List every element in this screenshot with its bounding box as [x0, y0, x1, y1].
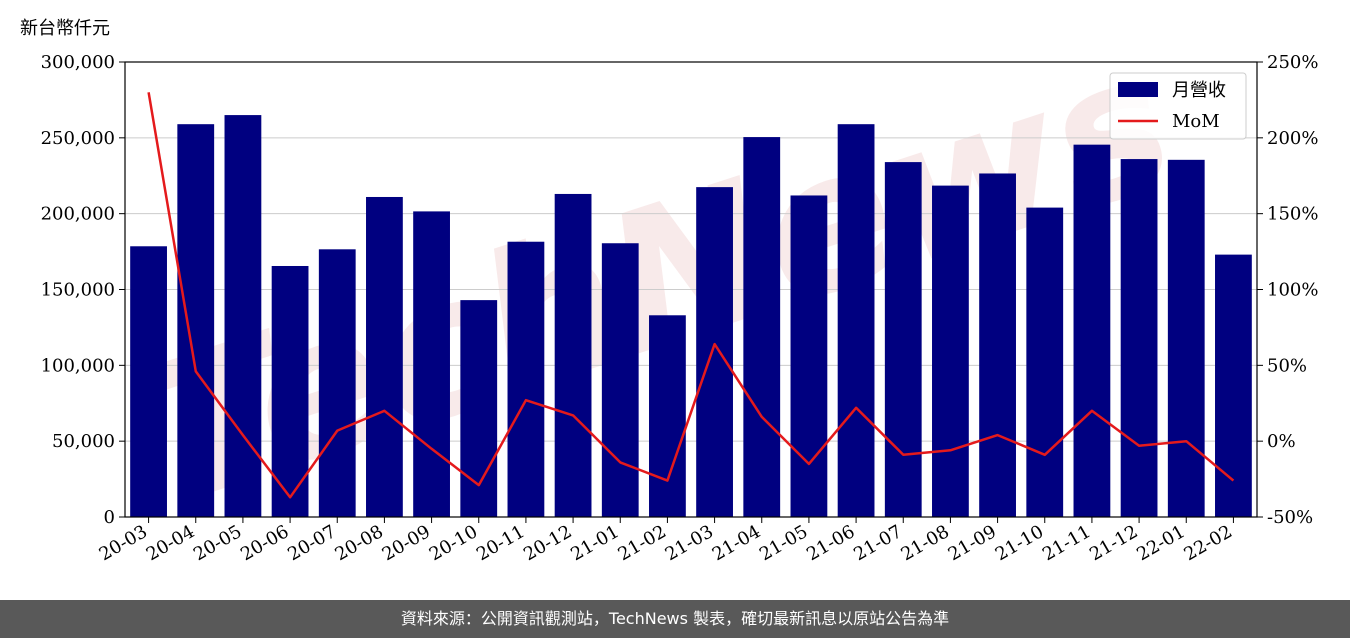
line-series — [147, 92, 1235, 499]
revenue-bar — [366, 196, 403, 517]
x-tick-label: 20-11 — [473, 521, 528, 565]
x-tick-label: 21-01 — [567, 521, 622, 565]
revenue-bar — [271, 265, 309, 517]
y-left-tick-label: 200,000 — [41, 204, 115, 225]
x-tick-label: 20-04 — [143, 521, 198, 565]
x-tick-label: 21-04 — [709, 521, 764, 565]
combo-chart: TechNews 新台幣仟元 050,000100,000150,000200,… — [20, 9, 1318, 565]
legend-label-mom: MoM — [1172, 111, 1220, 132]
source-footer: 資料來源：公開資訊觀測站，TechNews 製表，確切最新訊息以原站公告為準 — [0, 600, 1350, 638]
y-right-tick-label: 50% — [1267, 355, 1307, 376]
mom-line — [147, 92, 1235, 499]
y-left-tick-label: 300,000 — [41, 52, 115, 73]
bar-series — [130, 115, 1252, 518]
revenue-bar — [1120, 159, 1158, 518]
x-tick-label: 22-01 — [1133, 521, 1188, 565]
revenue-bar — [130, 246, 167, 517]
y-left-tick-label: 100,000 — [41, 355, 115, 376]
revenue-bar — [884, 162, 922, 517]
y-right-tick-label: 100% — [1267, 280, 1318, 301]
x-tick-label: 21-10 — [992, 521, 1047, 565]
revenue-bar — [696, 187, 733, 517]
revenue-bar — [507, 241, 545, 517]
revenue-bar — [318, 249, 356, 517]
x-tick-label: 20-12 — [520, 521, 575, 565]
revenue-bar — [1073, 144, 1111, 518]
legend-swatch-revenue — [1118, 82, 1158, 97]
revenue-bar — [224, 115, 262, 517]
y-right-tick-label: 200% — [1267, 128, 1318, 149]
revenue-bar — [837, 124, 875, 517]
y-right-tick-label: -50% — [1267, 507, 1313, 528]
legend-label-revenue: 月營收 — [1172, 80, 1226, 101]
revenue-bar — [601, 243, 639, 517]
x-tick-label: 21-06 — [803, 521, 858, 565]
revenue-bar — [177, 124, 215, 517]
x-tick-label: 20-07 — [284, 521, 339, 565]
x-tick-label: 21-02 — [614, 521, 669, 565]
legend: 月營收 MoM — [1109, 72, 1247, 140]
y-right-tick-label: 0% — [1267, 431, 1296, 452]
revenue-bar — [979, 173, 1016, 517]
revenue-bar — [554, 193, 592, 517]
y-left-tick-label: 0 — [104, 507, 115, 528]
revenue-bar — [413, 211, 450, 517]
revenue-bar — [743, 137, 781, 517]
x-tick-label: 21-08 — [897, 521, 952, 565]
x-tick-label: 22-02 — [1180, 521, 1235, 565]
y-right-tick-label: 250% — [1267, 52, 1318, 73]
revenue-bar — [1167, 159, 1205, 517]
y-axis-unit-label: 新台幣仟元 — [20, 18, 110, 39]
y-left-tick-label: 150,000 — [41, 280, 115, 301]
revenue-bar — [1215, 254, 1252, 517]
x-tick-label: 21-03 — [662, 521, 717, 565]
revenue-bar — [790, 195, 828, 517]
revenue-bar — [1026, 207, 1064, 517]
x-tick-label: 21-12 — [1086, 521, 1141, 565]
x-tick-label: 21-11 — [1039, 521, 1094, 565]
revenue-bar — [932, 185, 969, 517]
revenue-bar — [460, 300, 498, 517]
x-tick-label: 20-09 — [379, 521, 434, 565]
x-tick-label: 20-08 — [331, 521, 386, 565]
y-left-tick-label: 250,000 — [41, 128, 115, 149]
y-right-tick-label: 150% — [1267, 204, 1318, 225]
y-left-tick-label: 50,000 — [52, 431, 115, 452]
x-tick-label: 21-09 — [945, 521, 1000, 565]
x-tick-label: 21-05 — [756, 521, 811, 565]
x-tick-label: 20-10 — [426, 521, 481, 565]
revenue-bar — [649, 315, 686, 517]
x-tick-label: 21-07 — [850, 521, 905, 565]
